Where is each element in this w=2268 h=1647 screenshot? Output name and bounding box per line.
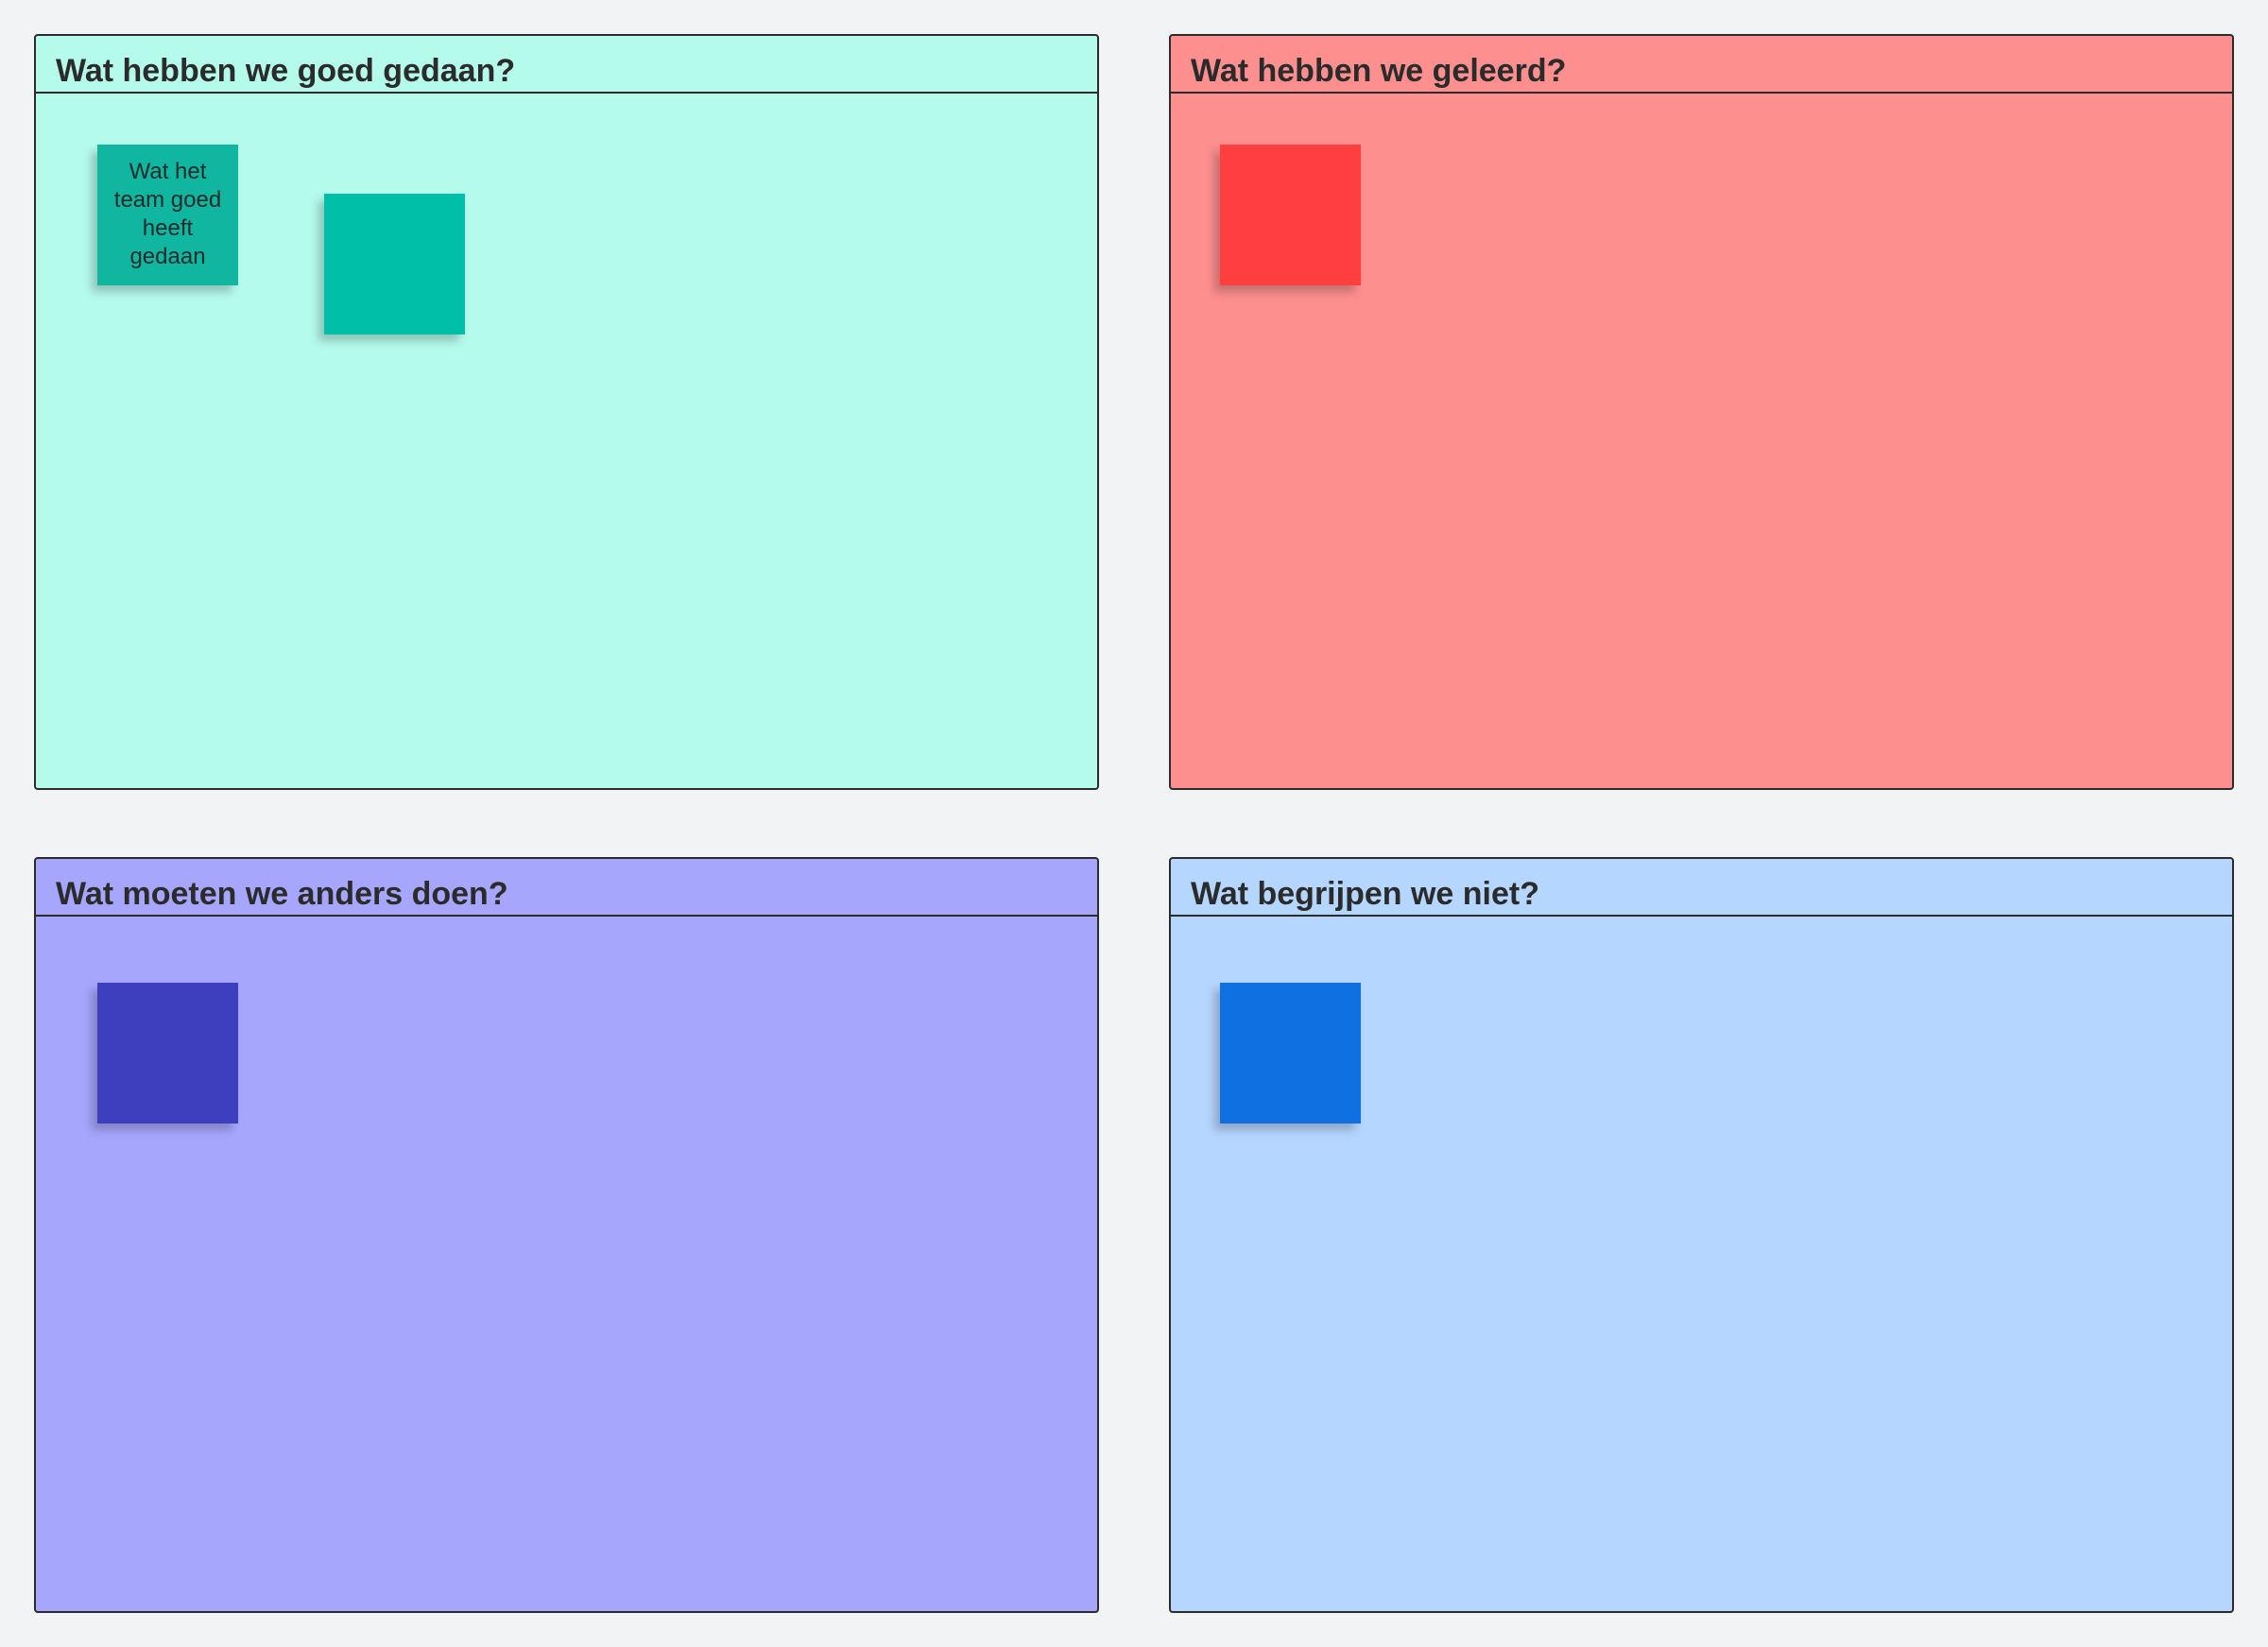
frame-header[interactable]: Wat begrijpen we niet? bbox=[1171, 859, 2232, 917]
sticky-note-text[interactable]: Wat het team goed heeft gedaan bbox=[113, 159, 222, 269]
frame-title[interactable]: Wat hebben we goed gedaan? bbox=[56, 53, 516, 89]
frame-body[interactable] bbox=[36, 917, 1097, 1611]
frame-title[interactable]: Wat begrijpen we niet? bbox=[1191, 876, 1539, 912]
sticky-note-empty[interactable] bbox=[97, 983, 238, 1124]
frame-header[interactable]: Wat moeten we anders doen? bbox=[36, 859, 1097, 917]
frame-body[interactable]: Wat het team goed heeft gedaan bbox=[36, 94, 1097, 788]
frame-body[interactable] bbox=[1171, 94, 2232, 788]
frame-title[interactable]: Wat hebben we geleerd? bbox=[1191, 53, 1567, 89]
frame-do-differently[interactable]: Wat moeten we anders doen? bbox=[34, 857, 1099, 1613]
sticky-note-empty[interactable] bbox=[324, 194, 465, 335]
sticky-note-empty[interactable] bbox=[1220, 145, 1361, 285]
frame-title[interactable]: Wat moeten we anders doen? bbox=[56, 876, 508, 912]
sticky-note[interactable]: Wat het team goed heeft gedaan bbox=[97, 145, 238, 285]
frame-body[interactable] bbox=[1171, 917, 2232, 1611]
frame-dont-understand[interactable]: Wat begrijpen we niet? bbox=[1169, 857, 2234, 1613]
sticky-note-empty[interactable] bbox=[1220, 983, 1361, 1124]
frame-header[interactable]: Wat hebben we goed gedaan? bbox=[36, 36, 1097, 94]
frame-learned[interactable]: Wat hebben we geleerd? bbox=[1169, 34, 2234, 790]
frame-went-well[interactable]: Wat hebben we goed gedaan? Wat het team … bbox=[34, 34, 1099, 790]
frame-header[interactable]: Wat hebben we geleerd? bbox=[1171, 36, 2232, 94]
